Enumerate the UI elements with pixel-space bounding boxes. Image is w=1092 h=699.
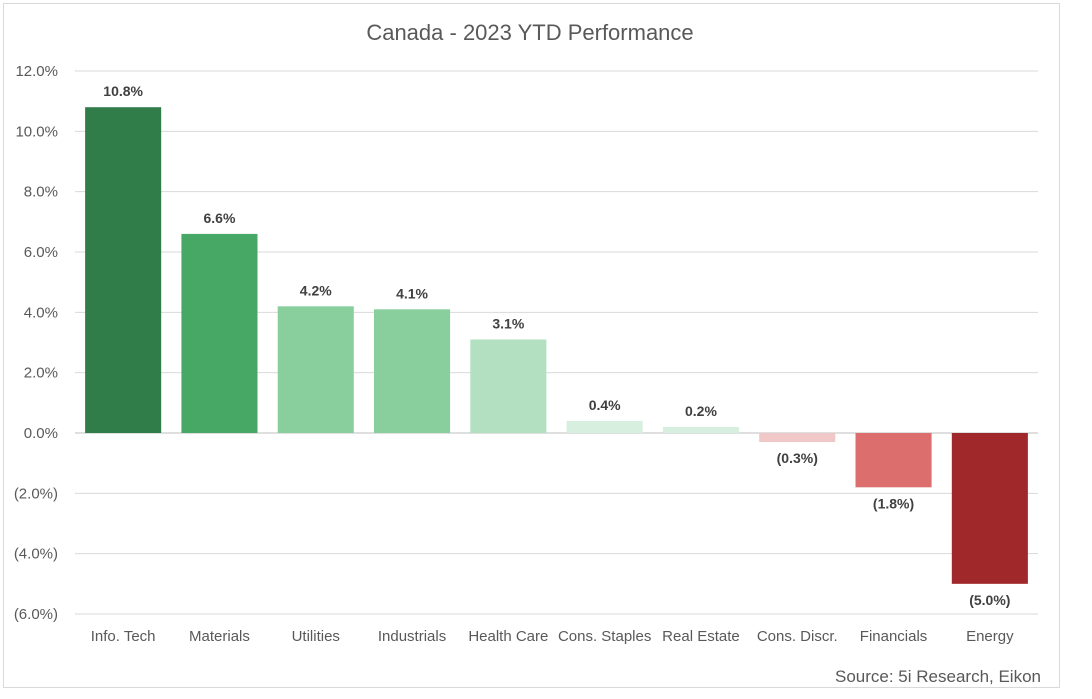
data-label: 0.4% <box>589 397 621 413</box>
data-label: 0.2% <box>685 403 717 419</box>
category-label: Health Care <box>468 628 548 645</box>
category-label: Industrials <box>378 628 446 645</box>
y-tick-label: 8.0% <box>24 184 58 201</box>
category-label: Real Estate <box>662 628 740 645</box>
bars <box>85 107 1028 584</box>
bar <box>181 233 258 433</box>
chart-title: Canada - 2023 YTD Performance <box>366 20 693 45</box>
bar <box>951 433 1028 584</box>
data-label: (5.0%) <box>969 592 1010 608</box>
y-tick-label: (2.0%) <box>14 485 58 502</box>
y-tick-label: 0.0% <box>24 425 58 442</box>
category-label: Info. Tech <box>91 628 156 645</box>
bar <box>470 339 547 433</box>
y-axis-tick-labels: 12.0% 10.0% 8.0% 6.0% 4.0% 2.0% 0.0% (2.0%) (4.0… <box>14 63 58 623</box>
y-tick-label: 12.0% <box>15 63 58 80</box>
bar <box>855 433 932 488</box>
category-labels: Info. Tech Materials Utilities Industrials H… <box>91 628 1014 645</box>
y-tick-label: 10.0% <box>15 123 58 140</box>
data-label: 4.2% <box>300 282 332 298</box>
data-label: (0.3%) <box>777 450 818 466</box>
category-label: Materials <box>189 628 250 645</box>
y-tick-label: (4.0%) <box>14 546 58 563</box>
source-note: Source: 5i Research, Eikon <box>835 667 1041 686</box>
category-label: Utilities <box>292 628 340 645</box>
y-tick-label: 4.0% <box>24 304 58 321</box>
bar <box>566 420 643 433</box>
y-tick-label: (6.0%) <box>14 606 58 623</box>
bar <box>662 426 739 433</box>
category-label: Energy <box>966 628 1014 645</box>
category-label: Financials <box>860 628 928 645</box>
bar <box>374 309 451 433</box>
category-label: Cons. Discr. <box>757 628 838 645</box>
data-labels: 10.8% 6.6% 4.2% 4.1% 3.1% 0.4% 0.2% (0.3%) (1.8%… <box>103 83 1010 608</box>
data-label: 6.6% <box>203 210 235 226</box>
data-label: 4.1% <box>396 285 428 301</box>
data-label: (1.8%) <box>873 495 914 511</box>
y-tick-label: 2.0% <box>24 365 58 382</box>
bar <box>85 107 162 433</box>
category-label: Cons. Staples <box>558 628 651 645</box>
bar <box>277 306 354 433</box>
data-label: 3.1% <box>492 315 524 331</box>
bar <box>759 433 836 443</box>
y-tick-label: 6.0% <box>24 244 58 261</box>
data-label: 10.8% <box>103 83 143 99</box>
